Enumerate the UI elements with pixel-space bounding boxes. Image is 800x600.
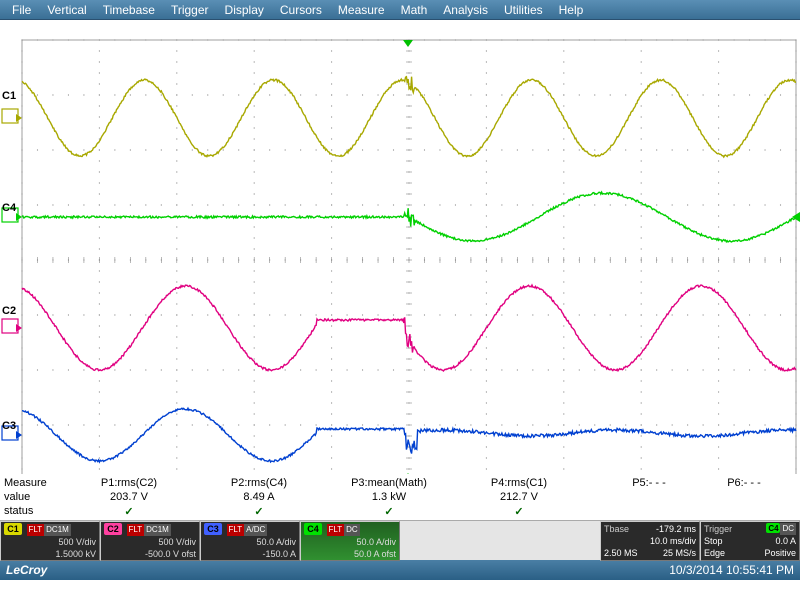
trigger-slope: Positive bbox=[764, 547, 796, 559]
c1-vdiv: 500 V/div bbox=[4, 536, 96, 548]
c3-badge: C3 bbox=[204, 523, 222, 535]
param-p2-name: P2:rms(C4) bbox=[194, 477, 324, 489]
c2-offset: -500.0 V ofst bbox=[104, 548, 196, 560]
c1-badge: C1 bbox=[4, 523, 22, 535]
c1-tag-coupling: DC1M bbox=[44, 524, 71, 536]
c3-adiv: 50.0 A/div bbox=[204, 536, 296, 548]
channel-label-c1: C1 bbox=[2, 90, 16, 102]
trigger-coupling: DC bbox=[780, 523, 796, 535]
c4-tag-coupling: DC bbox=[344, 524, 360, 536]
c3-tag-flt: FLT bbox=[227, 524, 245, 536]
brand-logo: LeCroy bbox=[6, 563, 47, 577]
channel-label-c4: C4 bbox=[2, 202, 16, 214]
param-p3-name: P3:mean(Math) bbox=[324, 477, 454, 489]
c2-badge: C2 bbox=[104, 523, 122, 535]
c4-tag-flt: FLT bbox=[327, 524, 345, 536]
menubar: File Vertical Timebase Trigger Display C… bbox=[0, 0, 800, 20]
trigger-type: Edge bbox=[704, 547, 725, 559]
param-p1-name: P1:rms(C2) bbox=[64, 477, 194, 489]
menu-trigger[interactable]: Trigger bbox=[163, 3, 217, 17]
param-p5-name: P5:- - - bbox=[584, 477, 714, 489]
param-p4-status: ✓ bbox=[454, 505, 584, 518]
menu-cursors[interactable]: Cursors bbox=[272, 3, 330, 17]
trigger-source-badge: C4 bbox=[766, 523, 780, 533]
status-header: status bbox=[4, 505, 64, 517]
channel-box-c1[interactable]: C1 FLTDC1M 500 V/div 1.5000 kV bbox=[0, 521, 100, 561]
trigger-header: Trigger bbox=[704, 523, 732, 535]
tbase-samples: 2.50 MS bbox=[604, 547, 638, 559]
param-p3-status: ✓ bbox=[324, 505, 454, 518]
c2-tag-flt: FLT bbox=[127, 524, 145, 536]
menu-analysis[interactable]: Analysis bbox=[435, 3, 496, 17]
menu-help[interactable]: Help bbox=[551, 3, 592, 17]
c1-offset: 1.5000 kV bbox=[4, 548, 96, 560]
param-p2-status: ✓ bbox=[194, 505, 324, 518]
channel-label-c3: C3 bbox=[2, 420, 16, 432]
tbase-div: 10.0 ms/div bbox=[604, 535, 696, 547]
menu-timebase[interactable]: Timebase bbox=[95, 3, 163, 17]
menu-math[interactable]: Math bbox=[393, 3, 436, 17]
param-p4-value: 212.7 V bbox=[454, 491, 584, 503]
measure-header: Measure bbox=[4, 477, 64, 489]
timebase-box[interactable]: Tbase -179.2 ms 10.0 ms/div 2.50 MS 25 M… bbox=[600, 521, 700, 561]
c1-tag-flt: FLT bbox=[27, 524, 45, 536]
menu-display[interactable]: Display bbox=[217, 3, 272, 17]
channel-info-bar: C1 FLTDC1M 500 V/div 1.5000 kV C2 FLTDC1… bbox=[0, 520, 800, 560]
c4-offset: 50.0 A ofst bbox=[304, 548, 396, 560]
trigger-level-marker bbox=[792, 212, 800, 222]
measurement-panel: Measure P1:rms(C2) P2:rms(C4) P3:mean(Ma… bbox=[0, 474, 800, 520]
oscilloscope-grid bbox=[0, 20, 800, 474]
channel-box-c3[interactable]: C3 FLTA/DC 50.0 A/div -150.0 A bbox=[200, 521, 300, 561]
trigger-level: 0.0 A bbox=[775, 535, 796, 547]
c3-offset: -150.0 A bbox=[204, 548, 296, 560]
menu-file[interactable]: File bbox=[4, 3, 39, 17]
tbase-delay: -179.2 ms bbox=[656, 523, 696, 535]
param-p2-value: 8.49 A bbox=[194, 491, 324, 503]
param-p3-value: 1.3 kW bbox=[324, 491, 454, 503]
c2-vdiv: 500 V/div bbox=[104, 536, 196, 548]
menu-vertical[interactable]: Vertical bbox=[39, 3, 94, 17]
c2-tag-coupling: DC1M bbox=[144, 524, 171, 536]
waveform-display[interactable]: C1 C4 C2 C3 bbox=[0, 20, 800, 474]
c4-adiv: 50.0 A/div bbox=[304, 536, 396, 548]
trigger-state: Stop bbox=[704, 535, 723, 547]
param-p6-name: P6:- - - bbox=[714, 477, 774, 489]
datetime: 10/3/2014 10:55:41 PM bbox=[669, 563, 794, 577]
value-header: value bbox=[4, 491, 64, 503]
menu-measure[interactable]: Measure bbox=[330, 3, 393, 17]
channel-box-c4[interactable]: C4 FLTDC 50.0 A/div 50.0 A ofst bbox=[300, 521, 400, 561]
footer: LeCroy 10/3/2014 10:55:41 PM bbox=[0, 560, 800, 580]
tbase-rate: 25 MS/s bbox=[663, 547, 696, 559]
param-p1-value: 203.7 V bbox=[64, 491, 194, 503]
tbase-header: Tbase bbox=[604, 523, 629, 535]
trigger-box[interactable]: Trigger C4DC Stop 0.0 A Edge Positive bbox=[700, 521, 800, 561]
c4-badge: C4 bbox=[304, 523, 322, 535]
spacer bbox=[400, 521, 600, 560]
channel-label-c2: C2 bbox=[2, 305, 16, 317]
channel-box-c2[interactable]: C2 FLTDC1M 500 V/div -500.0 V ofst bbox=[100, 521, 200, 561]
param-p4-name: P4:rms(C1) bbox=[454, 477, 584, 489]
menu-utilities[interactable]: Utilities bbox=[496, 3, 551, 17]
c3-tag-coupling: A/DC bbox=[244, 524, 267, 536]
param-p1-status: ✓ bbox=[64, 505, 194, 518]
